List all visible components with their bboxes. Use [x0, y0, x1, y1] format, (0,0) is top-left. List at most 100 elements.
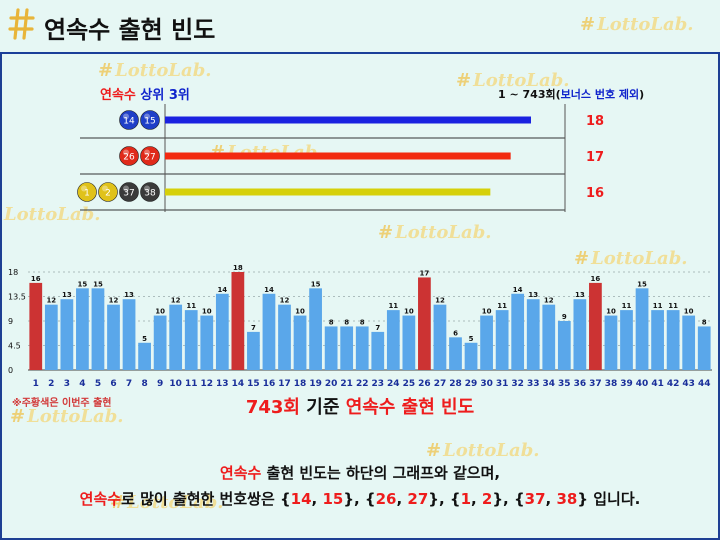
x-tick-label: 39 — [620, 379, 633, 389]
x-tick-label: 14 — [232, 379, 245, 389]
bar-value-label: 14 — [217, 286, 227, 294]
bar-value-label: 11 — [622, 302, 632, 310]
lotto-ball: 2 — [98, 182, 118, 202]
x-tick-label: 25 — [403, 379, 416, 389]
legend-note: ※주황색은 이번주 출현 — [12, 398, 112, 409]
bar-value-label: 11 — [186, 302, 196, 310]
bar — [620, 310, 633, 370]
summary-text: 연속수 출현 빈도는 하단의 그래프와 같으며, 연속수로 많이 출현한 번호쌍… — [0, 460, 720, 512]
x-tick-label: 40 — [636, 379, 649, 389]
frequency-bar — [165, 116, 531, 124]
bar — [60, 299, 74, 370]
bar — [666, 310, 680, 370]
frequency-bar — [165, 152, 511, 160]
bar-value-label: 12 — [46, 297, 56, 305]
watermark: #LottoLab. — [98, 60, 212, 81]
y-tick-label: 9 — [8, 317, 13, 326]
lotto-ball: 27 — [140, 146, 160, 166]
bar-value-label: 8 — [329, 318, 334, 326]
x-tick-label: 29 — [465, 379, 478, 389]
bar — [682, 315, 696, 370]
x-tick-label: 13 — [216, 379, 229, 389]
lotto-ball: 14 — [119, 110, 139, 130]
bar — [324, 326, 338, 370]
bar — [418, 277, 431, 370]
bar — [433, 304, 447, 370]
bar-value-label: 15 — [93, 280, 103, 288]
bar — [138, 342, 151, 370]
bar — [371, 331, 385, 370]
bar-value-label: 16 — [591, 275, 601, 283]
x-tick-label: 35 — [558, 379, 571, 389]
x-tick-label: 41 — [651, 379, 664, 389]
lotto-ball-number: 2 — [105, 189, 111, 199]
lotto-ball: 38 — [140, 182, 160, 202]
lotto-ball-number: 15 — [144, 117, 155, 127]
x-tick-label: 15 — [247, 379, 260, 389]
x-tick-label: 1 — [33, 379, 39, 389]
x-tick-label: 4 — [79, 379, 85, 389]
bar-value-label: 15 — [637, 280, 647, 288]
bar — [386, 310, 400, 370]
x-tick-label: 44 — [698, 379, 711, 389]
x-tick-label: 27 — [434, 379, 447, 389]
x-tick-label: 23 — [372, 379, 385, 389]
lotto-ball: 1 — [77, 182, 97, 202]
summary-line-1: 연속수 출현 빈도는 하단의 그래프와 같으며, — [219, 464, 501, 482]
bar-value-label: 7 — [375, 324, 380, 332]
lotto-ball-number: 38 — [144, 189, 156, 199]
x-tick-label: 21 — [340, 379, 353, 389]
top3-table: 14 15 18 26 27 17 1 2 37 38 16 — [77, 104, 604, 212]
frequency-bar-chart: 04.5913.51816112213315415512613758109121… — [8, 264, 712, 389]
x-tick-label: 7 — [126, 379, 132, 389]
bar — [573, 299, 587, 370]
bar-value-label: 14 — [513, 286, 523, 294]
lotto-ball-number: 14 — [123, 117, 135, 127]
x-tick-label: 2 — [48, 379, 54, 389]
chart-title: 743회 기준 연속수 출현 빈도 — [245, 397, 475, 418]
header-divider — [0, 52, 720, 54]
hash-logo-icon — [8, 8, 35, 40]
x-tick-label: 37 — [589, 379, 602, 389]
frequency-value: 17 — [586, 150, 604, 165]
bar-value-label: 15 — [311, 280, 321, 288]
bar-value-label: 13 — [124, 291, 134, 299]
bar — [262, 293, 276, 370]
x-tick-label: 20 — [325, 379, 338, 389]
bar-value-label: 9 — [562, 313, 567, 321]
bar-value-label: 13 — [62, 291, 72, 299]
bar-value-label: 16 — [31, 275, 41, 283]
bar — [589, 282, 602, 370]
bar — [355, 326, 369, 370]
lotto-ball-number: 27 — [144, 153, 155, 163]
watermark: #LottoLab. — [456, 70, 570, 91]
bar-value-label: 10 — [202, 308, 212, 316]
bar — [697, 326, 711, 370]
summary-line-2: 연속수로 많이 출현한 번호쌍은 {14, 15}, {26, 27}, {1,… — [79, 490, 641, 508]
bar-value-label: 10 — [404, 308, 414, 316]
bar-value-label: 15 — [78, 280, 88, 288]
bar-value-label: 10 — [684, 308, 694, 316]
watermark: #LottoLab. — [574, 248, 688, 269]
bar — [44, 304, 58, 370]
bar-value-label: 12 — [544, 297, 554, 305]
x-tick-label: 28 — [449, 379, 462, 389]
bar — [122, 299, 136, 370]
x-tick-label: 16 — [263, 379, 276, 389]
watermark: #LottoLab. — [426, 440, 540, 461]
bar-value-label: 12 — [280, 297, 290, 305]
bar-value-label: 8 — [360, 318, 365, 326]
lotto-ball: 26 — [119, 146, 139, 166]
bar-value-label: 12 — [435, 297, 445, 305]
bar-value-label: 17 — [420, 269, 430, 277]
bar — [91, 288, 105, 370]
bar-value-label: 5 — [469, 335, 474, 343]
header-bar — [0, 0, 720, 52]
x-tick-label: 26 — [418, 379, 431, 389]
page-title: 연속수 출현 빈도 — [44, 16, 216, 44]
bar — [542, 304, 556, 370]
bar — [293, 315, 307, 370]
bar — [309, 288, 322, 370]
x-tick-label: 34 — [543, 379, 556, 389]
bar — [464, 342, 478, 370]
